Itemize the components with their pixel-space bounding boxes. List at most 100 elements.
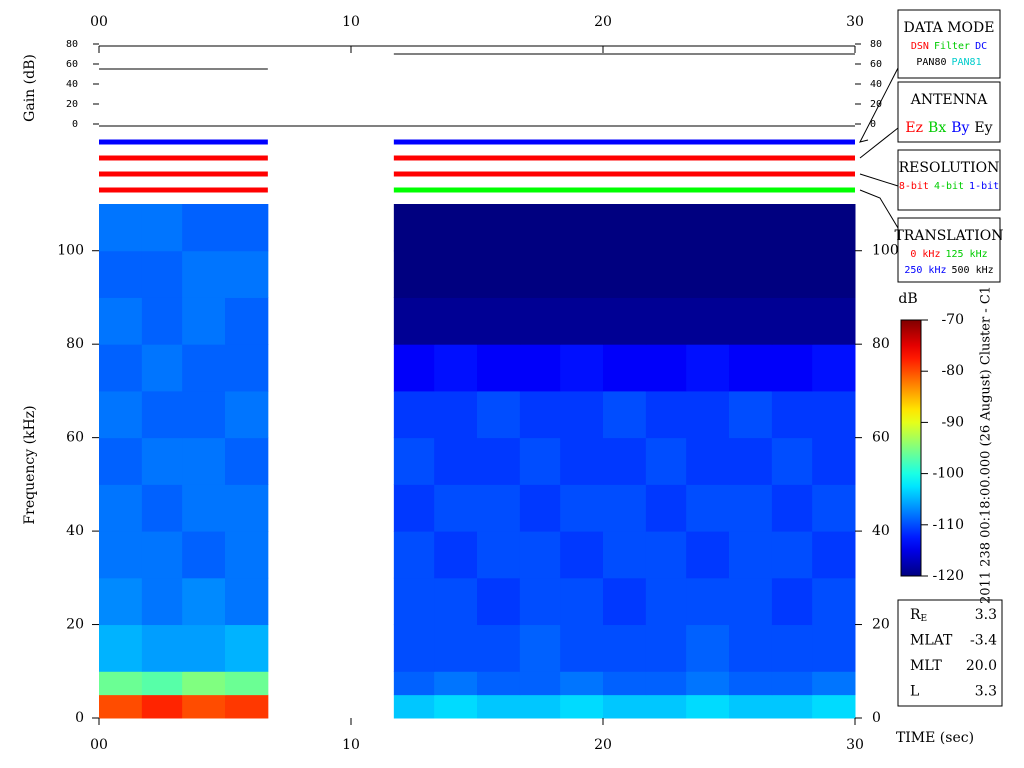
orbit-value: 3.3 xyxy=(975,607,997,623)
spectrogram-cell xyxy=(434,437,478,485)
spectrogram-cell xyxy=(560,250,604,298)
spectrogram-cell xyxy=(393,437,435,485)
y-tick-label: 0 xyxy=(872,710,881,726)
spectrogram-cell xyxy=(99,577,143,626)
spectrogram-cell xyxy=(393,694,435,719)
panel-item: 0 kHz xyxy=(910,249,940,260)
spectrogram-cell xyxy=(560,624,604,672)
colorbar-tick-label: -80 xyxy=(941,363,964,379)
spectrogram-cell xyxy=(225,624,269,672)
orbit-label-text: MLT xyxy=(910,658,942,674)
panel-item: 500 kHz xyxy=(952,265,994,276)
mode-bar xyxy=(393,187,855,193)
spectrogram-cell xyxy=(434,204,478,252)
spectrogram-cell xyxy=(434,671,478,696)
panel-item: By xyxy=(951,120,969,136)
spectrogram-cell xyxy=(182,297,226,345)
spectrogram-cell xyxy=(141,671,183,696)
spectrogram-cell xyxy=(519,344,561,392)
panel-item: 8-bit xyxy=(899,181,929,192)
spectrogram-cell xyxy=(182,250,226,298)
orbit-label: RE xyxy=(910,607,927,624)
panel-item: PAN80 xyxy=(916,57,946,68)
orbit-label-text: L xyxy=(910,684,919,700)
pointer xyxy=(859,189,899,229)
spectrogram-cell xyxy=(729,204,773,252)
spectrogram-cell xyxy=(434,694,478,719)
spectrogram-cell xyxy=(645,484,687,532)
spectrogram-cell xyxy=(729,484,773,532)
x-axis-label: TIME (sec) xyxy=(896,730,974,746)
panel-title: DATA MODE xyxy=(904,20,995,36)
spectrogram-cell xyxy=(477,437,521,485)
spectrogram-cell xyxy=(686,694,730,719)
spectrogram-cell xyxy=(519,437,561,485)
spectrogram-cell xyxy=(771,437,813,485)
spectrogram-cell xyxy=(434,250,478,298)
spectrogram-cell xyxy=(771,577,813,626)
spectrogram-cell xyxy=(477,250,521,298)
orbit-value: 3.3 xyxy=(975,684,997,700)
panel-item: PAN81 xyxy=(952,57,982,68)
spectrogram-cell xyxy=(182,344,226,392)
spectrogram-cell xyxy=(560,437,604,485)
spectrogram-cell xyxy=(771,694,813,719)
spectrogram-cell xyxy=(603,694,647,719)
panel-box xyxy=(897,9,1001,79)
spectrogram-cell xyxy=(182,531,226,579)
spectrogram-cell xyxy=(477,671,521,696)
colorbar-tick-label: -70 xyxy=(941,312,964,328)
spectrogram-cell xyxy=(686,437,730,485)
spectrogram-cell xyxy=(99,624,143,672)
spectrogram-cell xyxy=(519,297,561,345)
spectrogram-cell xyxy=(729,437,773,485)
spectrogram-cell xyxy=(393,577,435,626)
spectrogram-cell xyxy=(771,250,813,298)
y-tick-label: 80 xyxy=(870,39,882,50)
spectrogram-cell xyxy=(686,344,730,392)
spectrogram-cell xyxy=(434,344,478,392)
spectrogram-cell xyxy=(477,484,521,532)
y-tick-label: 60 xyxy=(66,59,78,70)
spectrogram-cell xyxy=(434,484,478,532)
pointer xyxy=(859,173,899,187)
spectrogram-cell xyxy=(729,531,773,579)
spectrogram-cell xyxy=(225,484,269,532)
spectrogram-cell xyxy=(182,204,226,252)
spectrogram-cell xyxy=(182,390,226,439)
spectrogram-cell xyxy=(141,297,183,345)
spectrogram-cell xyxy=(99,204,143,252)
spectrogram-cell xyxy=(393,671,435,696)
spectrogram-cell xyxy=(729,577,773,626)
spectrogram-cell xyxy=(812,671,856,696)
spectrogram-cell xyxy=(686,297,730,345)
spectrogram-cell xyxy=(645,250,687,298)
y-axis-label: Frequency (kHz) xyxy=(22,405,38,524)
panel-line: Ez Bx By Ey xyxy=(905,120,992,136)
spectrogram-cell xyxy=(560,390,604,439)
x-tick-label: 10 xyxy=(342,14,360,30)
spectrogram-cell xyxy=(686,531,730,579)
spectrogram-cell xyxy=(182,694,226,719)
spectrogram-cell xyxy=(729,297,773,345)
orbit-label-text: MLAT xyxy=(910,633,953,649)
spectrogram-cell xyxy=(560,484,604,532)
spectrogram-cell xyxy=(812,344,856,392)
panel-title: ANTENNA xyxy=(910,92,988,108)
panel-item: DSN xyxy=(911,41,929,52)
panel-item: Bx xyxy=(928,120,946,136)
spectrogram-cell xyxy=(686,390,730,439)
pointer xyxy=(859,67,899,143)
spectrogram-cell xyxy=(771,204,813,252)
spectrogram-cell xyxy=(141,344,183,392)
y-tick-label: 40 xyxy=(870,79,882,90)
spectrogram-cell xyxy=(603,297,647,345)
x-tick-label: 30 xyxy=(846,737,864,753)
spectrogram-cell xyxy=(603,204,647,252)
spectrogram-cell xyxy=(560,531,604,579)
panel-title: RESOLUTION xyxy=(899,160,1000,176)
spectrogram-cell xyxy=(519,204,561,252)
panel-box xyxy=(897,81,1001,143)
panel-line: 250 kHz 500 kHz xyxy=(904,265,993,276)
spectrogram-cell xyxy=(182,484,226,532)
